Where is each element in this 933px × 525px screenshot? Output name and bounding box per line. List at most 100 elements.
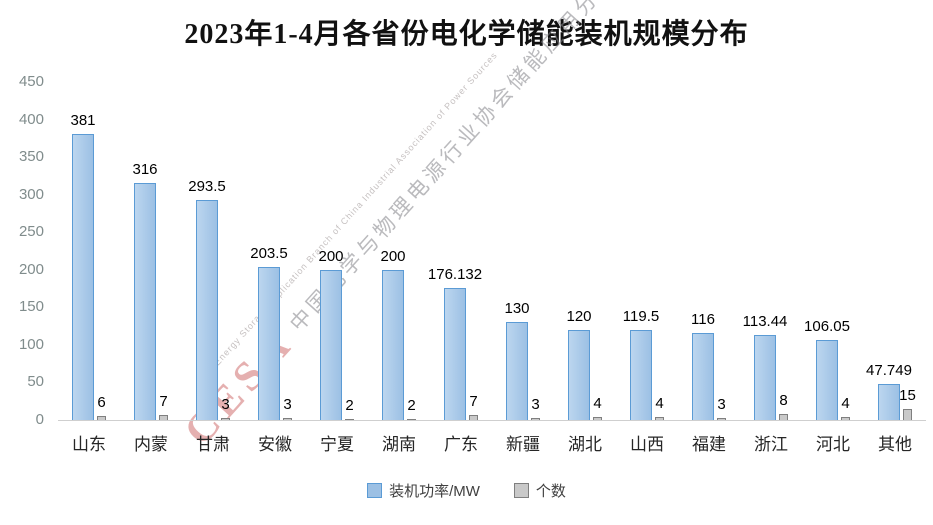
- x-axis-category-label: 内蒙: [134, 435, 168, 454]
- bar-group: 176.132 7: [428, 82, 492, 420]
- count-bar: [469, 414, 478, 420]
- x-axis-category-label: 山西: [630, 435, 664, 454]
- x-axis-category-label: 山东: [72, 435, 106, 454]
- y-tick-label: 300: [18, 185, 44, 203]
- bar-group: 381 6: [58, 82, 120, 420]
- x-axis-category-label: 甘肃: [196, 435, 230, 454]
- power-bar-wrap: 316: [132, 161, 158, 420]
- power-bar: [754, 334, 776, 420]
- count-value-label: 2: [345, 396, 354, 414]
- power-bar-wrap: 116: [691, 311, 715, 420]
- y-tick-label: 50: [27, 373, 44, 391]
- bar-group: 200 2: [368, 82, 430, 420]
- bar-group: 203.5 3: [244, 82, 306, 420]
- count-value-label: 3: [221, 395, 230, 413]
- x-axis-category-label: 其他: [878, 435, 912, 454]
- power-bar: [258, 267, 280, 420]
- power-value-label: 130: [504, 300, 530, 318]
- power-bar-wrap: 176.132: [428, 266, 482, 420]
- power-bar-wrap: 113.44: [743, 313, 787, 420]
- power-bar-wrap: 119.5: [623, 308, 659, 420]
- x-axis-category-label: 湖南: [382, 435, 416, 454]
- y-tick-label: 350: [18, 148, 44, 166]
- power-value-label: 176.132: [427, 265, 483, 283]
- x-axis-category-label: 安徽: [258, 435, 292, 454]
- power-bar: [506, 322, 528, 420]
- count-bar-wrap: 7: [469, 393, 478, 420]
- power-value-label: 120: [566, 307, 592, 325]
- count-bar: [97, 415, 106, 420]
- power-bar-wrap: 200: [380, 248, 406, 420]
- power-value-label: 203.5: [250, 245, 288, 263]
- legend: 装机功率/MW 个数: [0, 480, 933, 501]
- power-value-label: 119.5: [622, 308, 660, 326]
- count-bar-wrap: 6: [97, 394, 106, 420]
- power-value-label: 381: [70, 111, 96, 129]
- power-bar: [444, 287, 466, 420]
- power-bar-wrap: 203.5: [250, 245, 288, 420]
- count-value-label: 7: [159, 392, 168, 410]
- count-bar: [655, 417, 664, 420]
- count-bar: [593, 417, 602, 420]
- count-value-label: 4: [841, 395, 850, 412]
- power-value-label: 200: [380, 247, 406, 265]
- legend-item: 装机功率/MW: [367, 480, 480, 501]
- legend-label: 个数: [535, 483, 566, 500]
- plot-area: 381 6 316 7 293.5 3 203.5 3 200 2 200 2 176.132 7 130 3…: [58, 82, 926, 421]
- y-tick-label: 450: [18, 73, 44, 90]
- count-bar: [717, 417, 726, 420]
- y-tick-label: 200: [18, 260, 44, 278]
- bar-group: 316 7: [120, 82, 182, 420]
- count-bar-wrap: 2: [345, 397, 354, 420]
- count-value-label: 4: [655, 395, 664, 412]
- power-value-label: 200: [318, 247, 344, 265]
- count-bar: [159, 414, 168, 420]
- count-bar-wrap: 4: [655, 395, 664, 420]
- bar-group: 113.44 8: [740, 82, 802, 420]
- count-bar: [841, 417, 850, 420]
- x-axis-category-label: 宁夏: [320, 435, 354, 454]
- power-value-label: 316: [132, 160, 158, 178]
- power-bar: [816, 340, 838, 420]
- count-bar-wrap: 3: [283, 396, 292, 420]
- count-bar: [903, 408, 912, 420]
- count-value-label: 4: [593, 395, 602, 412]
- count-value-label: 3: [531, 395, 540, 413]
- power-bar-wrap: 47.749: [866, 362, 912, 420]
- power-bar: [196, 199, 218, 420]
- power-bar-wrap: 106.05: [804, 318, 850, 420]
- y-tick-label: 150: [18, 298, 44, 316]
- legend-swatch-icon: [367, 483, 383, 498]
- power-bar-wrap: 293.5: [188, 178, 226, 420]
- x-axis-category-label: 浙江: [754, 435, 788, 454]
- y-tick-label: 400: [18, 110, 44, 128]
- power-value-label: 47.749: [866, 362, 912, 380]
- bar-group: 116 3: [678, 82, 740, 420]
- count-bar-wrap: 15: [899, 387, 916, 420]
- y-axis: 450 400 350 300 250 200 150 100 50 0: [0, 73, 50, 428]
- power-value-label: 106.05: [804, 318, 850, 336]
- bar-group: 120 4: [554, 82, 616, 420]
- x-axis-category-label: 新疆: [506, 435, 540, 454]
- power-value-label: 293.5: [188, 177, 226, 195]
- bar-group: 130 3: [492, 82, 554, 420]
- power-bar-wrap: 200: [318, 248, 344, 420]
- y-tick-label: 0: [35, 411, 44, 428]
- power-bar: [320, 269, 342, 420]
- y-tick-label: 100: [18, 335, 44, 353]
- power-bar: [878, 384, 900, 420]
- power-value-label: 116: [691, 310, 715, 328]
- count-bar-wrap: 7: [159, 393, 168, 420]
- count-bar: [407, 418, 416, 420]
- count-bar-wrap: 3: [221, 396, 230, 420]
- count-value-label: 3: [717, 395, 726, 413]
- bar-group: 293.5 3: [182, 82, 244, 420]
- power-bar: [568, 329, 590, 420]
- count-bar: [221, 417, 230, 420]
- x-axis-category-label: 湖北: [568, 435, 602, 454]
- power-bar-wrap: 130: [504, 300, 530, 420]
- x-axis-category-label: 福建: [692, 435, 726, 454]
- bar-group: 47.749 15: [864, 82, 926, 420]
- count-bar: [283, 417, 292, 420]
- power-bar-wrap: 120: [566, 308, 592, 420]
